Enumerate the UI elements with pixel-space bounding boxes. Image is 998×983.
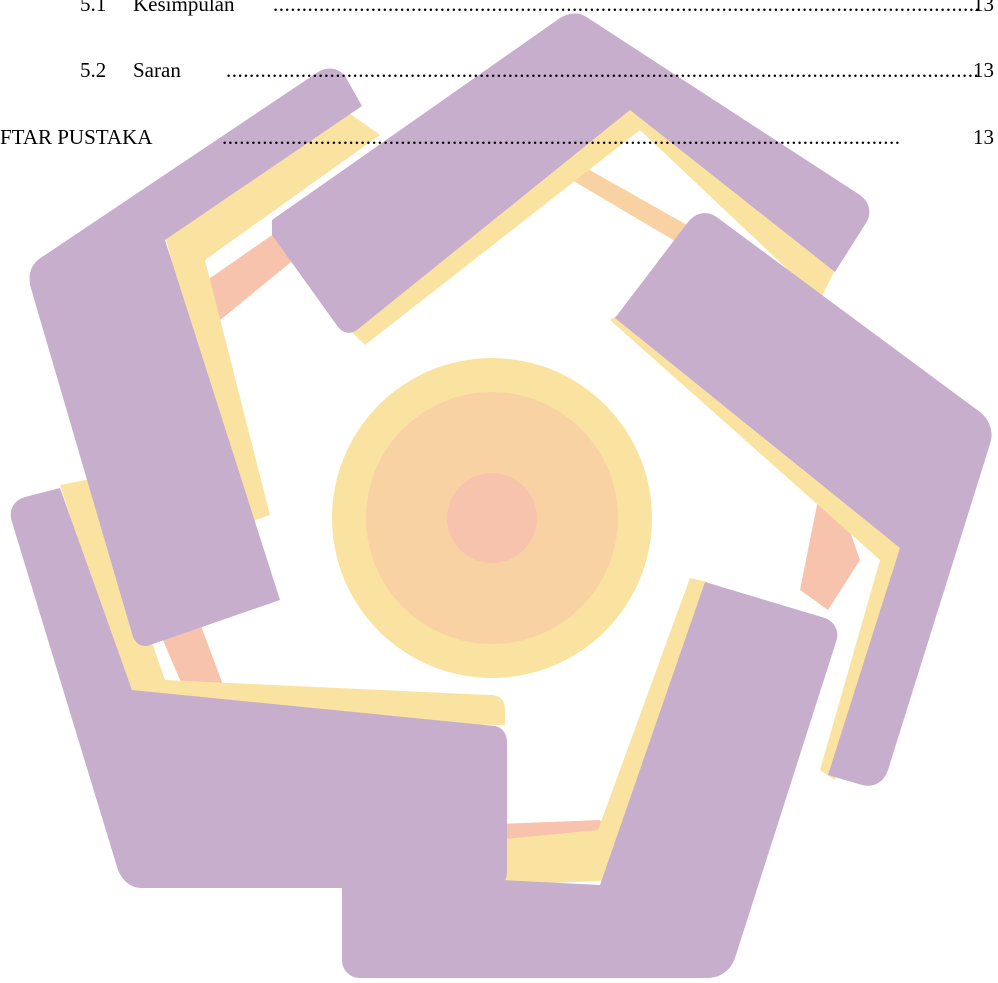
- logo-center-circle: [332, 358, 652, 678]
- logo-purple-ribbons: [10, 13, 992, 978]
